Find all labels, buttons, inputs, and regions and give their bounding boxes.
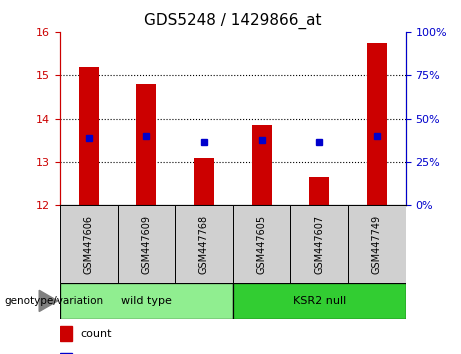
Bar bbox=[290, 205, 348, 283]
Bar bbox=[79, 67, 99, 205]
Bar bbox=[233, 205, 290, 283]
Bar bbox=[252, 125, 272, 205]
Text: genotype/variation: genotype/variation bbox=[5, 296, 104, 306]
Text: GSM447768: GSM447768 bbox=[199, 215, 209, 274]
Text: GSM447606: GSM447606 bbox=[84, 215, 94, 274]
Text: GSM447607: GSM447607 bbox=[314, 215, 324, 274]
Text: GSM447605: GSM447605 bbox=[257, 215, 266, 274]
Polygon shape bbox=[39, 290, 58, 312]
Bar bbox=[309, 177, 329, 205]
Text: GSM447749: GSM447749 bbox=[372, 215, 382, 274]
Bar bbox=[367, 43, 387, 205]
Bar bbox=[136, 84, 156, 205]
Bar bbox=[60, 283, 233, 319]
Text: wild type: wild type bbox=[121, 296, 172, 306]
Bar bbox=[175, 205, 233, 283]
Bar bbox=[118, 205, 175, 283]
Text: count: count bbox=[81, 329, 112, 339]
Bar bbox=[348, 205, 406, 283]
Bar bbox=[233, 283, 406, 319]
Title: GDS5248 / 1429866_at: GDS5248 / 1429866_at bbox=[144, 13, 322, 29]
Bar bbox=[194, 158, 214, 205]
Bar bbox=[60, 353, 72, 354]
Bar bbox=[60, 326, 72, 341]
Text: KSR2 null: KSR2 null bbox=[293, 296, 346, 306]
Text: GSM447609: GSM447609 bbox=[142, 215, 151, 274]
Bar bbox=[60, 205, 118, 283]
